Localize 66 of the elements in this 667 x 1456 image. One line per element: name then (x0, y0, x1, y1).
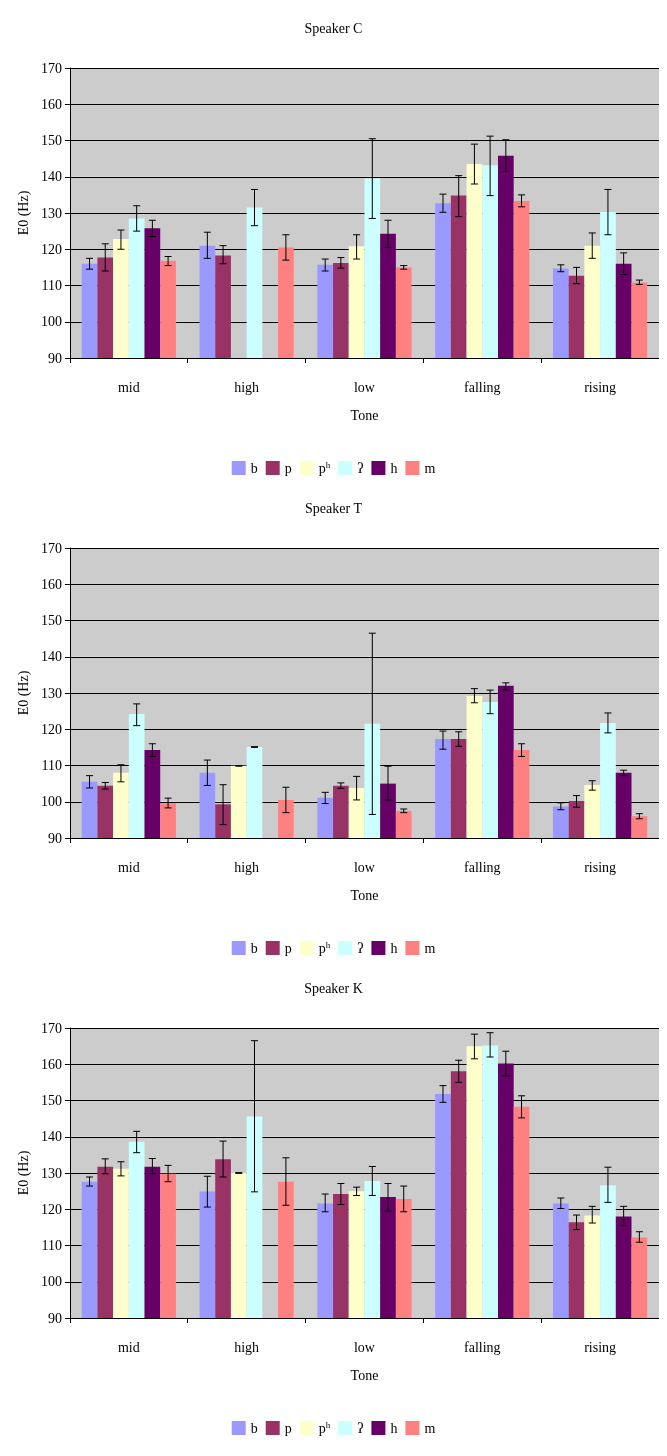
y-tick-label: 150 (40, 1093, 62, 1108)
x-tick-label: falling (464, 1339, 501, 1355)
y-tick-label: 140 (40, 1129, 62, 1145)
y-tick-label: 150 (40, 133, 62, 148)
legend-label: m (424, 940, 436, 956)
x-tick-label: low (353, 379, 376, 395)
y-tick-label: 110 (41, 278, 62, 293)
y-tick-label: 130 (40, 1165, 62, 1181)
y-tick-label: 130 (40, 685, 62, 701)
y-tick-label: 90 (47, 350, 62, 366)
x-tick-label: rising (584, 379, 617, 395)
legend-label: ʔ (357, 940, 364, 956)
x-tick-label: rising (584, 1339, 617, 1355)
y-tick-label: 110 (41, 1238, 62, 1253)
x-tick-label: falling (464, 379, 501, 395)
y-tick-label: 160 (40, 96, 62, 112)
y-tick-label: 90 (47, 1310, 62, 1326)
legend-label: m (424, 1420, 436, 1436)
y-tick-label: 100 (40, 1274, 62, 1290)
y-tick-label: 100 (40, 794, 62, 810)
x-tick-label: low (353, 1339, 376, 1355)
legend-label: b (250, 460, 258, 476)
y-axis-title: E0 (Hz) (15, 670, 32, 716)
x-tick-label: high (234, 1339, 260, 1355)
y-tick-label: 90 (47, 830, 62, 846)
legend-label: b (250, 1420, 258, 1436)
y-tick-label: 150 (40, 613, 62, 628)
x-tick-label: high (234, 859, 260, 875)
y-tick-label: 110 (41, 758, 62, 773)
y-tick-label: 160 (40, 1056, 62, 1072)
y-tick-label: 120 (40, 721, 62, 737)
chart-title: Speaker C (304, 20, 363, 36)
y-tick-label: 140 (40, 169, 62, 185)
y-tick-label: 140 (40, 649, 62, 665)
x-tick-label: mid (117, 859, 140, 875)
legend-label: ʔ (357, 460, 364, 476)
y-tick-label: 170 (40, 540, 62, 556)
legend-label: ʔ (357, 1420, 364, 1436)
x-tick-label: falling (464, 859, 501, 875)
x-tick-label: high (234, 379, 260, 395)
y-tick-label: 120 (40, 241, 62, 257)
legend-label: m (424, 460, 436, 476)
legend-label: p (284, 460, 292, 476)
x-tick-label: rising (584, 859, 617, 875)
x-tick-label: mid (117, 1339, 140, 1355)
legend-label: p (284, 1420, 292, 1436)
y-tick-label: 100 (40, 314, 62, 330)
chart-title: Speaker K (304, 980, 363, 996)
chart-title: Speaker T (305, 500, 363, 516)
legend-label: p (284, 940, 292, 956)
y-tick-label: 120 (40, 1201, 62, 1217)
x-tick-label: low (353, 859, 376, 875)
legend-label: h (390, 1420, 398, 1436)
y-tick-label: 130 (40, 205, 62, 221)
x-axis-title: Tone (350, 407, 379, 423)
y-tick-label: 170 (40, 60, 62, 76)
y-axis-title: E0 (Hz) (15, 190, 32, 236)
legend-label: b (250, 940, 258, 956)
y-axis-title: E0 (Hz) (15, 1150, 32, 1196)
legend-label: h (390, 940, 398, 956)
y-tick-label: 170 (40, 1020, 62, 1036)
y-tick-label: 160 (40, 576, 62, 592)
x-tick-label: mid (117, 379, 140, 395)
x-axis-title: Tone (350, 887, 379, 903)
x-axis-title: Tone (350, 1367, 379, 1383)
legend-label: h (390, 460, 398, 476)
